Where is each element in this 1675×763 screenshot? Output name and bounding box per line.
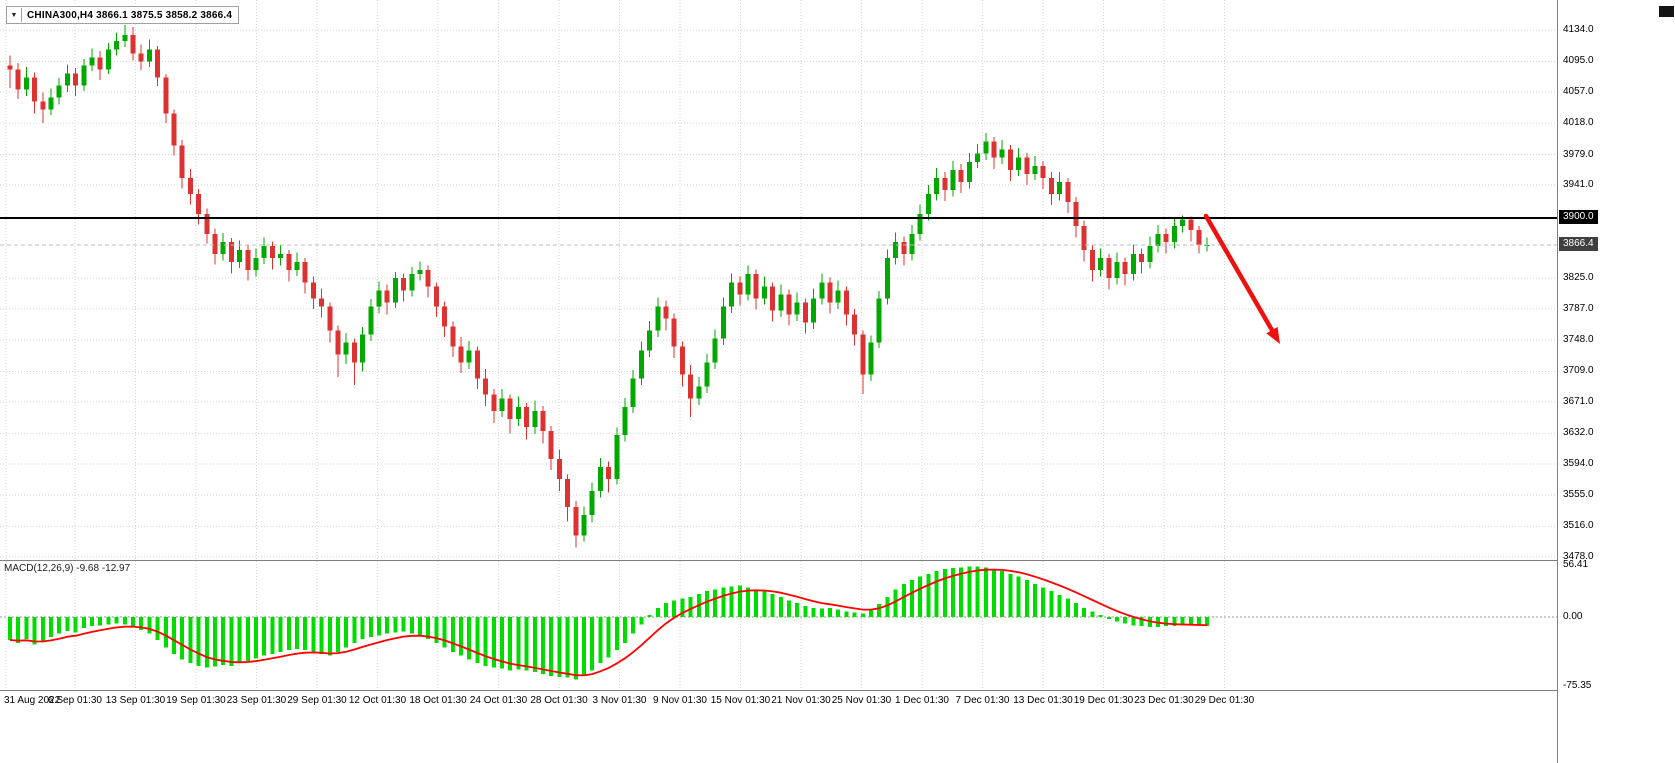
macd-axis-tick: -75.35	[1563, 680, 1592, 692]
price-axis-tick: 3671.0	[1563, 395, 1594, 407]
price-axis-tick: 3709.0	[1563, 365, 1594, 377]
symbol-dropdown-icon[interactable]: ▼	[7, 8, 22, 22]
price-axis-tick: 3555.0	[1563, 489, 1594, 501]
bid-price-label: 3866.4	[1559, 236, 1598, 251]
time-axis-label: 23 Dec 01:30	[1134, 695, 1194, 706]
time-axis-label: 25 Nov 01:30	[831, 695, 892, 706]
main-chart-pane[interactable]: ▼ CHINA300,H4 3866.1 3875.5 3858.2 3866.…	[0, 0, 1557, 560]
corner-marker	[1659, 6, 1674, 17]
price-axis-tick: 4018.0	[1563, 117, 1594, 129]
time-axis-label: 12 Oct 01:30	[348, 695, 407, 706]
macd-indicator-pane[interactable]: MACD(12,26,9) -9.68 -12.97	[0, 560, 1557, 690]
price-axis-tick: 3632.0	[1563, 427, 1594, 439]
price-axis-tick: 4095.0	[1563, 55, 1594, 67]
time-axis-label: 15 Nov 01:30	[710, 695, 771, 706]
time-axis-label: 7 Dec 01:30	[955, 695, 1010, 706]
time-axis-label: 29 Dec 01:30	[1194, 695, 1255, 706]
time-axis-label: 24 Oct 01:30	[469, 695, 528, 706]
symbol-info-box: ▼ CHINA300,H4 3866.1 3875.5 3858.2 3866.…	[6, 6, 240, 24]
macd-signal-line	[9, 568, 1208, 677]
price-axis-tick: 3594.0	[1563, 457, 1594, 469]
price-axis-tick: 4057.0	[1563, 85, 1594, 97]
price-axis-tick: 3941.0	[1563, 179, 1594, 191]
macd-indicator-label: MACD(12,26,9) -9.68 -12.97	[4, 563, 131, 574]
time-axis-label: 21 Nov 01:30	[771, 695, 831, 706]
time-axis-label: 18 Oct 01:30	[409, 695, 467, 706]
time-axis-label: 19 Sep 01:30	[166, 695, 226, 706]
macd-chart[interactable]	[0, 561, 1557, 690]
price-axis-tick: 3748.0	[1563, 334, 1594, 346]
hline-price-label: 3900.0	[1559, 209, 1598, 224]
trend-arrow-head[interactable]	[1266, 326, 1280, 344]
main-gridlines	[0, 0, 1557, 560]
time-axis[interactable]: 31 Aug 2022 6 Sep 01:30 13 Sep 01:30 19 Sep…	[0, 690, 1557, 716]
time-axis-label: 29 Sep 01:30	[287, 695, 347, 706]
price-axis-tick: 3787.0	[1563, 302, 1594, 314]
price-axis-tick: 4134.0	[1563, 24, 1594, 35]
macd-axis-tick: 0.00	[1563, 611, 1583, 622]
time-axis-label: 23 Sep 01:30	[226, 695, 287, 706]
trend-arrow-shaft[interactable]	[1203, 213, 1275, 333]
candlestick-chart[interactable]	[0, 0, 1557, 560]
price-axis[interactable]: 4134.0 4095.0 4057.0 4018.0 3979.0 3941.0 3825…	[1557, 0, 1675, 763]
time-axis-label: 19 Dec 01:30	[1073, 695, 1134, 706]
price-axis-tick: 3979.0	[1563, 148, 1594, 160]
time-axis-label: 6 Sep 01:30	[48, 695, 102, 706]
price-axis-tick: 3825.0	[1563, 272, 1594, 284]
candles-layer	[7, 25, 1210, 548]
price-axis-tick: 3516.0	[1563, 520, 1594, 532]
macd-axis-tick: 56.41	[1563, 559, 1589, 571]
time-axis-label: 1 Dec 01:30	[895, 695, 949, 706]
time-axis-label: 3 Nov 01:30	[592, 695, 647, 706]
time-axis-label: 9 Nov 01:30	[653, 695, 707, 706]
time-axis-label: 31 Aug 2022	[4, 695, 61, 706]
symbol-ohlc-text: CHINA300,H4 3866.1 3875.5 3858.2 3866.4	[27, 9, 233, 21]
price-axis-tick: 3478.0	[1563, 551, 1594, 562]
time-axis-label: 13 Dec 01:30	[1013, 695, 1073, 706]
time-axis-label: 13 Sep 01:30	[105, 695, 166, 706]
time-axis-label: 28 Oct 01:30	[530, 695, 588, 706]
macd-histogram	[8, 566, 1210, 680]
